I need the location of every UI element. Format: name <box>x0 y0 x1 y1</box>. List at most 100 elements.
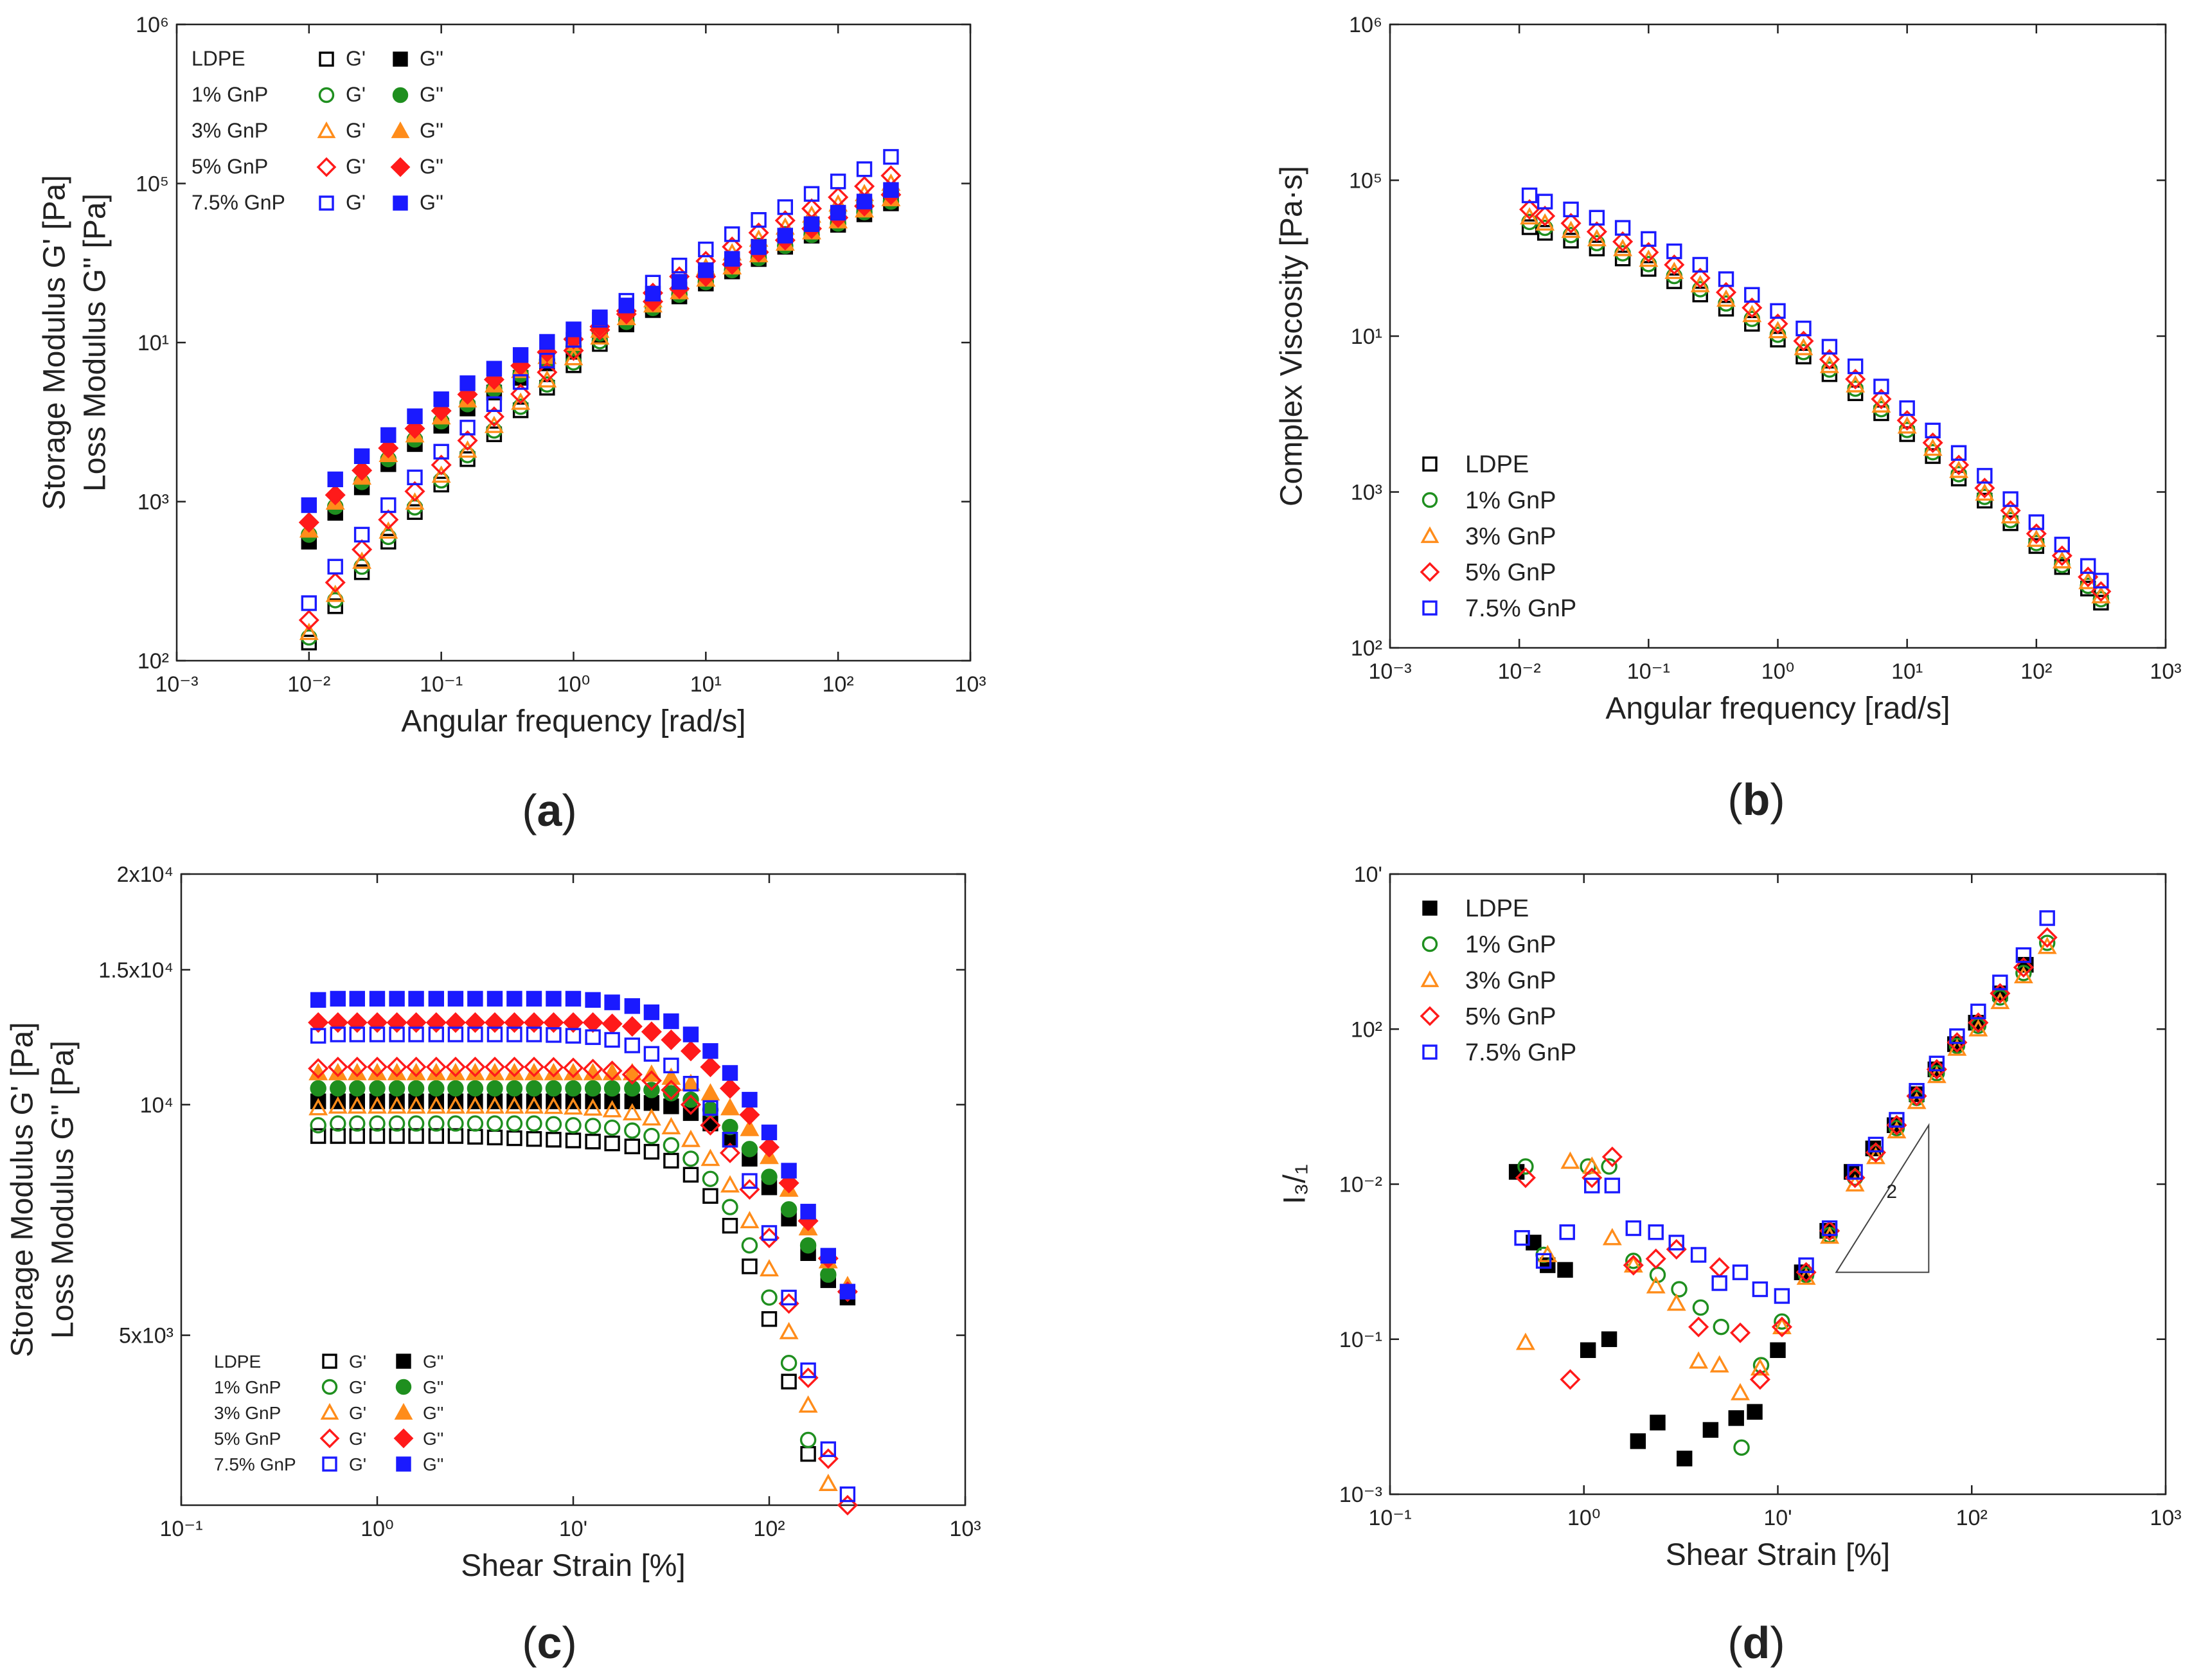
x-tick-label-d: 10⁰ <box>1567 1506 1600 1530</box>
data-point-c <box>682 1166 699 1183</box>
legend-marker-open-c <box>322 1456 337 1472</box>
data-point-c <box>310 1028 326 1044</box>
data-point-c <box>346 1057 368 1078</box>
x-tick-label-c: 10⁰ <box>361 1517 393 1541</box>
legend-label-c: 3% GnP <box>214 1403 281 1423</box>
data-point-c <box>327 1012 348 1033</box>
data-point-a <box>325 572 346 593</box>
data-point-c <box>839 1283 856 1300</box>
data-point-b <box>1770 303 1786 319</box>
data-point-c <box>818 1474 838 1491</box>
x-axis-label-b: Angular frequency [rad/s] <box>1605 692 1950 726</box>
data-point-c <box>741 1141 758 1157</box>
data-point-a <box>592 309 608 326</box>
data-point-c <box>425 1057 447 1078</box>
data-point-c <box>761 1168 778 1185</box>
y-tick-label-a: 10⁵ <box>136 172 169 197</box>
legend-marker-b <box>1420 526 1439 543</box>
x-tick-label-c: 10² <box>753 1517 785 1541</box>
legend-label-d: 5% GnP <box>1465 1003 1556 1030</box>
caption-d: (d) <box>1727 1618 1785 1668</box>
legend-marker-filled-c <box>393 1428 414 1449</box>
legend-marker-open-a <box>318 87 335 103</box>
data-point-a <box>352 539 373 560</box>
data-point-c <box>526 1026 542 1042</box>
y-tick-label-b: 10⁶ <box>1349 13 1382 37</box>
data-point-c <box>387 1096 407 1114</box>
data-point-d <box>1526 1235 1542 1251</box>
data-point-c <box>661 1029 682 1051</box>
data-point-a <box>457 430 478 451</box>
data-point-c <box>405 1012 427 1033</box>
data-point-b <box>1521 219 1538 235</box>
data-point-c <box>408 1026 424 1042</box>
legend-g2-a: G'' <box>420 47 443 70</box>
data-point-c <box>681 1129 700 1147</box>
data-point-b <box>2054 537 2070 553</box>
data-point-a <box>459 420 476 436</box>
data-point-b <box>2051 545 2072 566</box>
data-point-c <box>583 1098 603 1116</box>
data-point-a <box>301 634 317 650</box>
data-point-a <box>777 199 794 215</box>
data-point-c <box>663 1152 679 1169</box>
data-point-a <box>431 454 452 476</box>
data-point-d <box>1733 1439 1750 1456</box>
data-point-d <box>1515 1167 1536 1188</box>
data-point-c <box>523 1012 545 1033</box>
data-point-c <box>330 1026 346 1042</box>
data-point-a <box>380 497 397 514</box>
data-point-d <box>1535 1253 1552 1269</box>
data-point-c <box>506 1115 523 1132</box>
data-point-b <box>1639 249 1659 267</box>
data-point-c <box>445 1057 466 1078</box>
legend-g1-c: G' <box>349 1454 366 1474</box>
legend-g2-c: G'' <box>423 1352 443 1372</box>
data-point-a <box>327 598 343 614</box>
data-point-c <box>486 990 503 1007</box>
legend-label-d: 3% GnP <box>1465 967 1556 994</box>
data-point-d <box>2038 934 2056 951</box>
x-axis-label-d: Shear Strain [%] <box>1666 1538 1891 1572</box>
legend-g1-c: G' <box>349 1403 366 1423</box>
data-point-c <box>739 1104 760 1125</box>
x-tick-label-c: 10⁻¹ <box>159 1517 202 1541</box>
data-point-d <box>2039 910 2055 926</box>
legend-g2-a: G'' <box>420 119 443 142</box>
data-point-c <box>700 1148 720 1166</box>
data-point-a <box>380 427 397 443</box>
data-point-c <box>546 990 562 1007</box>
legend-label-c: LDPE <box>214 1352 261 1372</box>
data-point-b <box>1871 388 1892 409</box>
data-point-d <box>1601 1158 1617 1175</box>
legend-marker-b <box>1420 562 1440 582</box>
data-point-a <box>327 471 343 488</box>
data-point-c <box>643 1143 660 1160</box>
data-point-d <box>1515 1332 1535 1350</box>
x-tick-label-a: 10⁻¹ <box>420 672 463 697</box>
legend-label-a: 3% GnP <box>192 119 268 142</box>
legend-marker-open-a <box>317 121 336 138</box>
series-c-7-5-gnp-g- <box>310 1026 856 1503</box>
data-point-d <box>1909 1083 1925 1099</box>
x-tick-label-a: 10¹ <box>690 672 722 697</box>
data-point-a <box>405 492 425 510</box>
data-point-c <box>386 1012 407 1033</box>
data-point-c <box>369 1128 386 1144</box>
data-point-c <box>663 1057 679 1074</box>
data-point-b <box>1692 256 1708 273</box>
data-point-a <box>431 465 451 483</box>
data-point-c <box>624 1138 641 1154</box>
y-axis-label-c: Storage Modulus G' [Pa] <box>6 1022 40 1357</box>
data-point-d <box>1666 1293 1686 1311</box>
y-tick-label-b: 10³ <box>1351 481 1382 505</box>
data-point-b <box>1589 210 1605 226</box>
data-point-d <box>1709 1355 1729 1373</box>
legend-marker-filled-a <box>392 87 409 103</box>
legend-marker-d <box>1420 970 1439 987</box>
data-point-c <box>742 1091 758 1108</box>
data-point-c <box>526 1115 542 1132</box>
legend-g2-c: G'' <box>423 1403 443 1423</box>
data-point-c <box>682 1075 699 1092</box>
legend-g1-a: G' <box>346 191 366 214</box>
